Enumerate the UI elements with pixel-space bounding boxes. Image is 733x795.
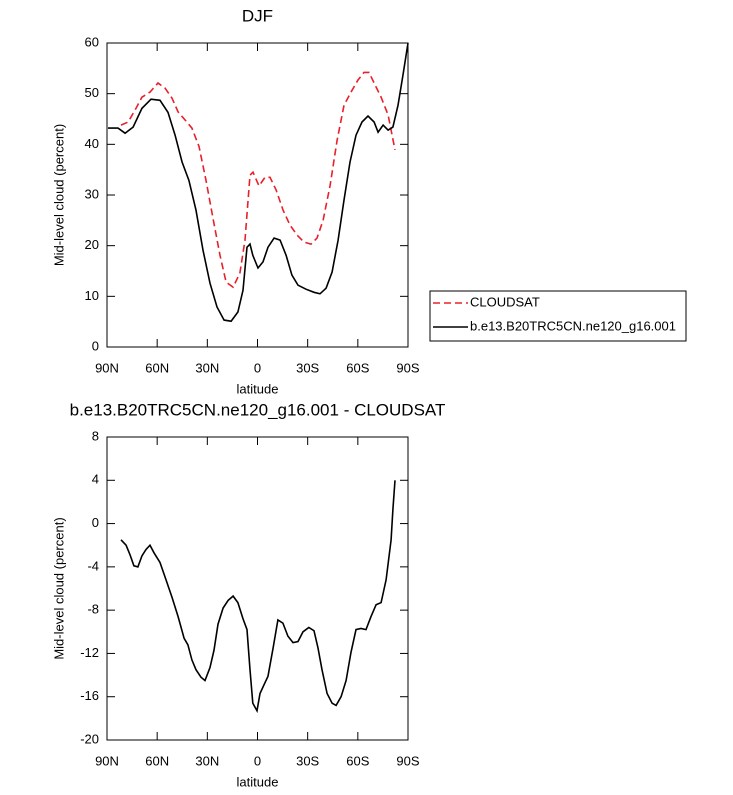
y-tick-label: 60 [85, 34, 99, 49]
y-tick-label: 4 [92, 472, 99, 487]
y-tick-label: -16 [80, 688, 99, 703]
x-tick-label: 30S [296, 360, 319, 375]
x-tick-label: 90S [396, 753, 419, 768]
y-tick-label: 8 [92, 428, 99, 443]
x-tick-label: 60S [346, 360, 369, 375]
x-tick-label: 30S [296, 753, 319, 768]
x-axis-label: latitude [237, 381, 279, 396]
x-tick-label: 30N [195, 360, 219, 375]
x-tick-label: 90N [95, 753, 119, 768]
x-tick-label: 0 [254, 360, 261, 375]
plot-frame [106, 436, 409, 741]
y-tick-label: 50 [85, 85, 99, 100]
legend-box [429, 290, 687, 342]
y-tick-label: -4 [87, 558, 99, 573]
y-tick-label: 0 [92, 515, 99, 530]
legend-label: b.e13.B20TRC5CN.ne120_g16.001 [470, 318, 676, 333]
x-tick-label: 90N [95, 360, 119, 375]
y-tick-label: 0 [92, 338, 99, 353]
chart-title: DJF [242, 6, 273, 25]
x-axis-label: latitude [237, 774, 279, 789]
x-tick-label: 60N [145, 360, 169, 375]
x-tick-label: 90S [396, 360, 419, 375]
x-tick-label: 30N [195, 753, 219, 768]
y-tick-label: -8 [87, 602, 99, 617]
y-tick-label: 20 [85, 237, 99, 252]
plot-frame [106, 42, 409, 348]
data-line [120, 480, 396, 714]
data-line [120, 71, 396, 289]
y-tick-label: 10 [85, 288, 99, 303]
y-tick-label: 30 [85, 186, 99, 201]
x-tick-label: 0 [254, 753, 261, 768]
y-tick-label: 40 [85, 136, 99, 151]
y-axis-label: Mid-level cloud (percent) [51, 517, 66, 659]
legend-label: CLOUDSAT [470, 294, 540, 309]
y-axis-label: Mid-level cloud (percent) [51, 124, 66, 266]
x-tick-label: 60N [145, 753, 169, 768]
x-tick-label: 60S [346, 753, 369, 768]
y-tick-label: -12 [80, 645, 99, 660]
data-line [108, 42, 409, 323]
chart-title: b.e13.B20TRC5CN.ne120_g16.001 - CLOUDSAT [70, 400, 446, 419]
y-tick-label: -20 [80, 731, 99, 746]
